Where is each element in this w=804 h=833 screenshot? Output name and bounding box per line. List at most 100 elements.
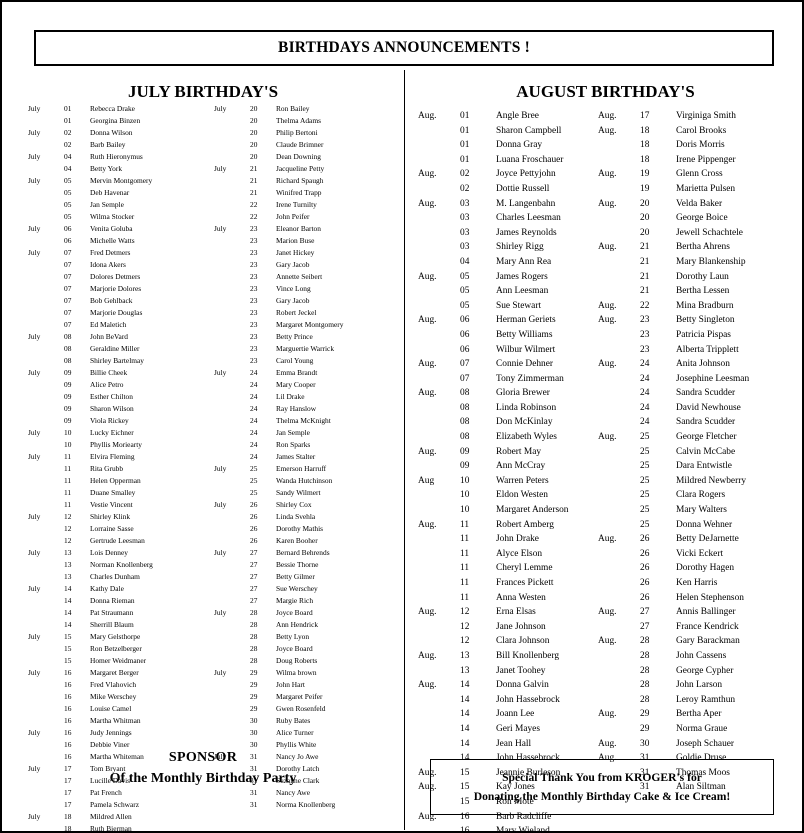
birthday-day: 27 — [250, 572, 258, 581]
birthday-day: 31 — [640, 753, 650, 764]
birthday-day: 27 — [640, 621, 650, 632]
birthday-day: 07 — [64, 296, 72, 305]
birthday-person-name: Doris Morris — [676, 140, 725, 151]
birthday-row: July 23 Eleanor Barton — [214, 223, 400, 235]
birthday-month: July — [28, 584, 41, 593]
birthday-person-name: Viola Rickey — [90, 416, 129, 425]
birthday-row: Aug. 25 George Fletcher — [598, 430, 798, 445]
birthday-month: July — [214, 104, 227, 113]
birthday-month: Aug — [418, 475, 435, 486]
birthday-day: 14 — [64, 596, 72, 605]
birthday-day: 02 — [64, 128, 72, 137]
birthday-day: 19 — [640, 183, 650, 194]
birthday-day: 16 — [460, 811, 470, 822]
birthday-row: Aug. 23 Betty Singleton — [598, 313, 798, 328]
birthday-month: July — [28, 452, 41, 461]
birthday-person-name: Charles Leesman — [496, 213, 561, 224]
birthday-row: 23 Alberta Tripplett — [598, 343, 798, 358]
birthday-row: 23 Margaret Montgomery — [214, 319, 400, 331]
birthday-row: July 16 Judy Jennings — [28, 727, 214, 739]
birthday-row: 16 Mike Werschey — [28, 691, 214, 703]
birthday-day: 25 — [640, 432, 650, 443]
birthday-day: 14 — [460, 709, 470, 720]
august-heading: AUGUST BIRTHDAY'S — [516, 82, 695, 101]
birthday-person-name: Luana Froschauer — [496, 154, 564, 165]
birthday-row: 13 Janet Toohey — [418, 664, 598, 679]
birthday-month: July — [28, 248, 41, 257]
birthday-day: 27 — [250, 560, 258, 569]
birthday-person-name: Jeannie Burleson — [496, 767, 561, 778]
birthday-day: 04 — [64, 164, 72, 173]
birthday-person-name: Annis Ballinger — [676, 607, 736, 618]
birthday-person-name: Ron Mote — [496, 796, 534, 807]
birthday-row: 26 Vicki Eckert — [598, 547, 798, 562]
birthday-day: 16 — [460, 826, 470, 833]
birthday-person-name: Elizabeth Wyles — [496, 432, 557, 443]
birthday-month: Aug. — [418, 607, 437, 618]
birthday-row: July 21 Jacqueline Petty — [214, 163, 400, 175]
birthday-row: 23 Gary Jacob — [214, 295, 400, 307]
birthday-person-name: Emma Brandt — [276, 368, 318, 377]
birthday-row: 05 Wilma Stocker — [28, 211, 214, 223]
birthday-person-name: Alyce Elson — [496, 548, 543, 559]
birthday-row: July 13 Lois Denney — [28, 547, 214, 559]
birthday-month: July — [28, 368, 41, 377]
birthday-person-name: Dorothy Hagen — [676, 563, 735, 574]
birthday-row: 29 John Hart — [214, 679, 400, 691]
birthday-row: 14 Geri Mayes — [418, 722, 598, 737]
birthday-row: 21 Bertha Lessen — [598, 284, 798, 299]
birthday-day: 08 — [460, 432, 470, 443]
birthday-person-name: Marietta Pulsen — [676, 183, 736, 194]
birthday-person-name: Jan Semple — [90, 200, 124, 209]
birthday-row: 28 Doug Roberts — [214, 655, 400, 667]
birthday-person-name: James Reynolds — [496, 227, 557, 238]
birthday-person-name: Marjorie Dolores — [90, 284, 142, 293]
july-column-right: July 20 Ron Bailey 20 Thelma Adams 20 Philip B… — [214, 103, 400, 831]
birthday-row: 28 Leroy Ramthun — [598, 693, 798, 708]
birthday-row: 20 Thelma Adams — [214, 115, 400, 127]
birthday-person-name: John BeVard — [90, 332, 128, 341]
birthday-day: 15 — [460, 796, 470, 807]
birthday-day: 30 — [640, 738, 650, 749]
birthday-row: 27 Betty Gilmer — [214, 571, 400, 583]
birthday-person-name: Eldon Westen — [496, 490, 548, 501]
birthday-person-name: Linda Svehla — [276, 512, 316, 521]
birthday-row: 26 Ken Harris — [598, 576, 798, 591]
birthday-month: July — [214, 224, 227, 233]
birthday-person-name: John Drake — [496, 534, 539, 545]
birthday-day: 24 — [250, 440, 258, 449]
birthday-day: 28 — [250, 644, 258, 653]
birthday-person-name: Calvin McCabe — [676, 446, 736, 457]
birthday-day: 01 — [460, 140, 470, 151]
birthday-row: July 02 Donna Wilson — [28, 127, 214, 139]
birthday-row: 09 Viola Rickey — [28, 415, 214, 427]
birthday-day: 02 — [460, 169, 470, 180]
birthday-month: July — [28, 512, 41, 521]
birthday-row: 05 Deb Havenar — [28, 187, 214, 199]
birthday-person-name: Elvira Fleming — [90, 452, 135, 461]
birthday-month: Aug. — [418, 169, 437, 180]
birthday-day: 26 — [250, 500, 258, 509]
birthday-day: 12 — [64, 512, 72, 521]
birthday-person-name: Norman Knollenberg — [90, 560, 153, 569]
birthday-row: 08 Don McKinlay — [418, 415, 598, 430]
birthday-row: 30 Alice Turner — [214, 727, 400, 739]
sponsor-block: SPONSOR Of the Monthly Birthday Party — [2, 748, 404, 790]
birthday-row: 21 Winifred Trapp — [214, 187, 400, 199]
birthday-row: 24 Jan Semple — [214, 427, 400, 439]
july-heading: JULY BIRTHDAY'S — [127, 82, 279, 101]
birthday-month: Aug. — [598, 753, 617, 764]
birthday-day: 05 — [460, 286, 470, 297]
birthday-person-name: Vince Long — [276, 284, 311, 293]
birthday-person-name: Janet Toohey — [496, 665, 546, 676]
birthday-person-name: Irene Turnilty — [276, 200, 317, 209]
birthday-row: 19 Marietta Pulsen — [598, 182, 798, 197]
birthday-day: 12 — [64, 536, 72, 545]
birthday-row: Aug. 03 M. Langenbahn — [418, 197, 598, 212]
birthday-row: 31 Nancy Awe — [214, 787, 400, 799]
birthday-person-name: Shirley Klink — [90, 512, 131, 521]
birthday-row: 09 Alice Petro — [28, 379, 214, 391]
birthday-day: 14 — [460, 680, 470, 691]
birthday-day: 05 — [64, 176, 72, 185]
